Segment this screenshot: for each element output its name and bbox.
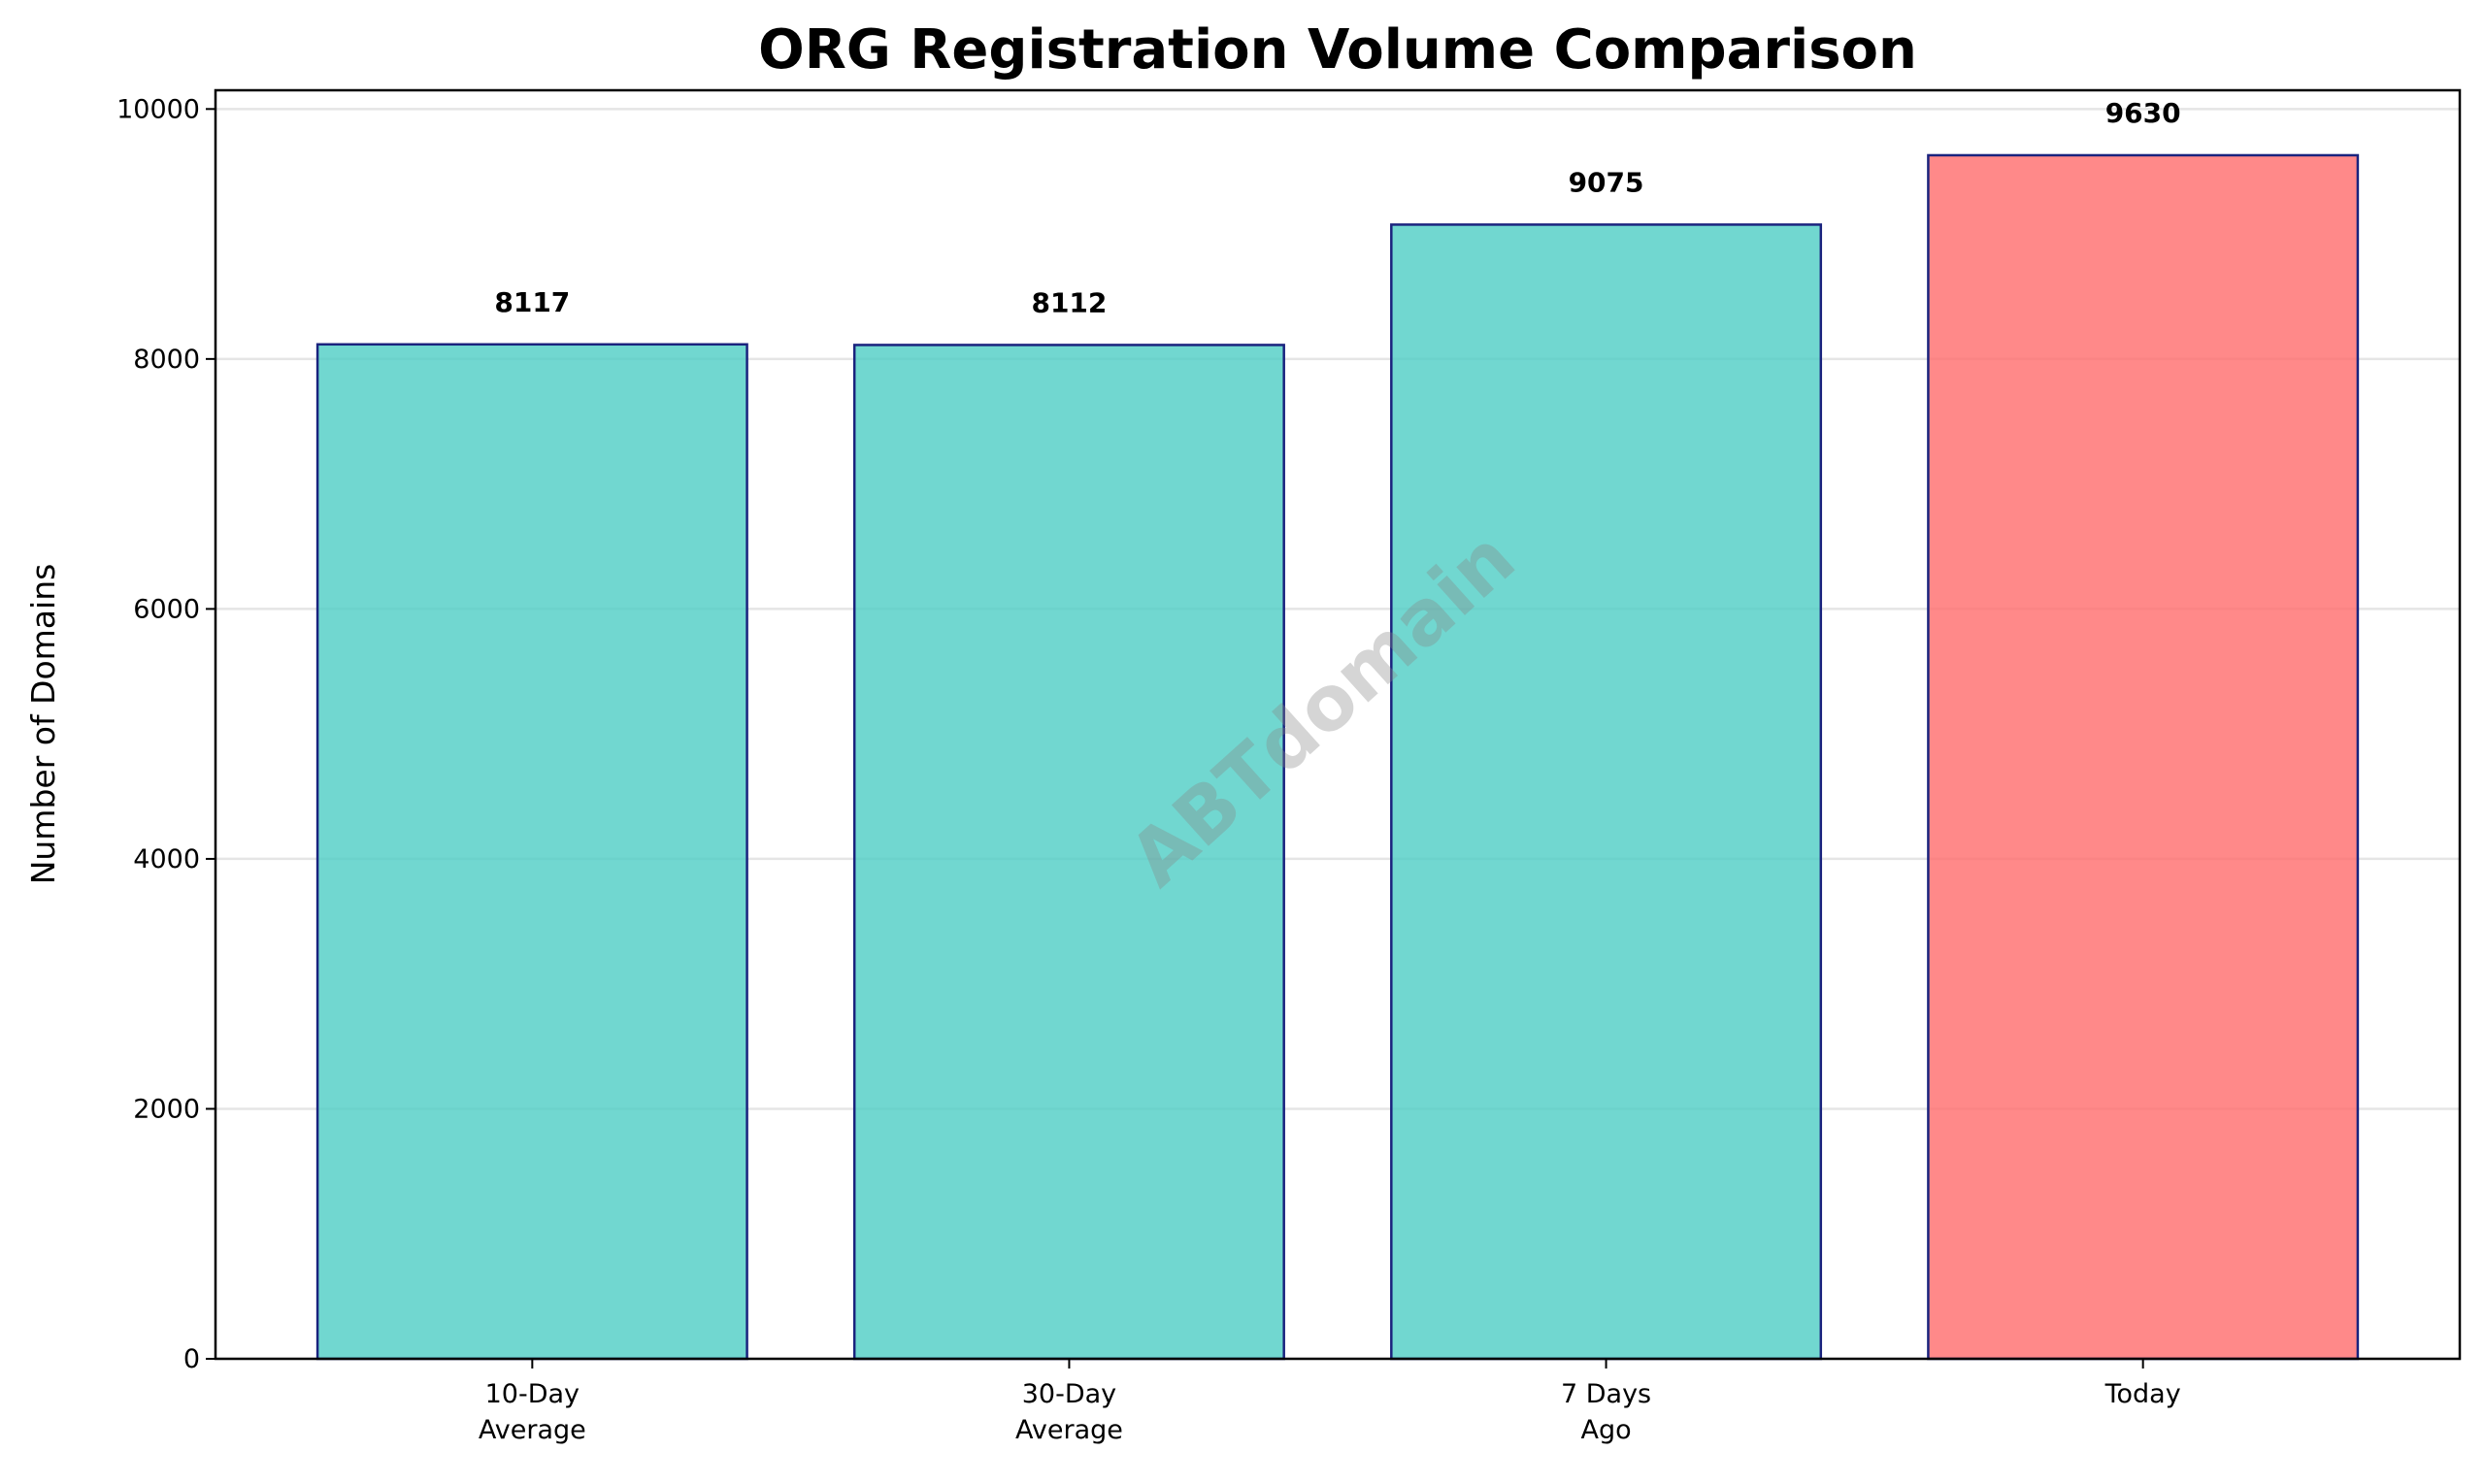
x-axis: 10-Day Average 30-Day Average 7 Days Ago Today [479, 1359, 2181, 1445]
x-tick-label: 10-Day Average [479, 1379, 586, 1445]
y-tick-label: 8000 [133, 345, 200, 375]
y-tick-label: 4000 [133, 844, 200, 874]
y-axis: 0 2000 4000 6000 8000 10000 [116, 94, 215, 1374]
x-tick-label: 30-Day Average [1015, 1379, 1123, 1445]
value-label: 8117 [494, 286, 570, 318]
y-axis-label: Number of Domains [24, 564, 62, 885]
bar [852, 344, 1285, 1361]
value-label: 8112 [1031, 286, 1107, 318]
value-labels: 8117 8112 9075 9630 [494, 97, 2180, 318]
y-tick-label: 6000 [133, 594, 200, 624]
y-tick-label: 2000 [133, 1094, 200, 1124]
value-label: 9075 [1569, 166, 1644, 198]
bar [315, 343, 748, 1361]
x-tick-label: 7 Days Ago [1561, 1379, 1651, 1445]
bar [1390, 223, 1823, 1361]
x-tick-label: Today [2104, 1379, 2181, 1409]
y-tick-label: 10000 [116, 94, 200, 124]
bars [315, 153, 2360, 1361]
y-tick-label: 0 [183, 1344, 200, 1374]
value-label: 9630 [2105, 97, 2181, 129]
chart-title: ORG Registration Volume Comparison [758, 18, 1917, 82]
plot-frame [214, 88, 2462, 1361]
bar [1927, 153, 2360, 1361]
